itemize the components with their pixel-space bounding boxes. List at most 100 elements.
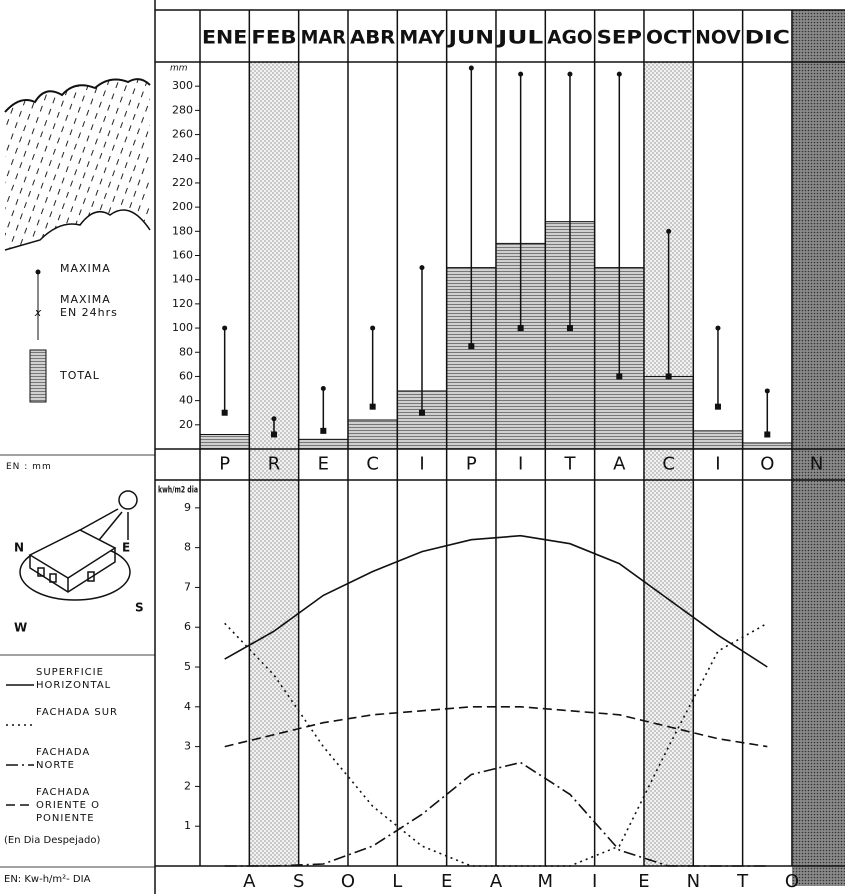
y-tick-label: 8 bbox=[184, 541, 191, 554]
month-label: SEP bbox=[597, 27, 642, 49]
max24-marker bbox=[764, 431, 771, 438]
y-tick-label: 2 bbox=[184, 779, 191, 792]
band-letter: E bbox=[318, 454, 329, 475]
max-dot bbox=[764, 388, 770, 394]
unit-label: EN: Kw-h/m²- DIA bbox=[4, 874, 91, 885]
band-letter: A bbox=[490, 871, 503, 892]
orientation-icon bbox=[19, 490, 138, 601]
max-dot bbox=[419, 265, 425, 271]
band-letter: I bbox=[518, 454, 523, 475]
band-letter: N bbox=[687, 871, 700, 892]
y-tick-label: 220 bbox=[172, 176, 193, 189]
max24-marker bbox=[517, 325, 524, 332]
max24-marker bbox=[221, 409, 228, 416]
band-letter: E bbox=[441, 871, 452, 892]
max-dot bbox=[616, 71, 622, 77]
y-tick-label: 6 bbox=[184, 620, 191, 633]
y-tick-label: 120 bbox=[172, 297, 193, 310]
band-letter: I bbox=[419, 454, 424, 475]
month-label: MAR bbox=[301, 27, 347, 49]
month-label: ABR bbox=[350, 27, 396, 49]
max-dot bbox=[518, 71, 524, 77]
y-axis-label: mm bbox=[170, 64, 188, 74]
compass-label: W bbox=[14, 621, 27, 635]
y-tick-label: 240 bbox=[172, 152, 193, 165]
y-tick-label: 9 bbox=[184, 501, 191, 514]
shaded-column bbox=[249, 62, 299, 866]
band-letter: T bbox=[736, 871, 749, 892]
y-tick-label: 160 bbox=[172, 249, 193, 262]
legend-label: MAXIMA bbox=[60, 262, 111, 275]
band-letter: E bbox=[638, 871, 649, 892]
y-tick-label: 4 bbox=[184, 700, 191, 713]
band-letter: P bbox=[219, 454, 230, 475]
series-line bbox=[224, 706, 768, 748]
y-tick-label: 80 bbox=[179, 345, 193, 358]
svg-text:x: x bbox=[34, 306, 42, 319]
y-tick-label: 7 bbox=[184, 580, 191, 593]
rain-illustration bbox=[4, 78, 151, 251]
y-tick-label: 140 bbox=[172, 273, 193, 286]
compass-label: S bbox=[135, 601, 144, 615]
month-label: DIC bbox=[745, 27, 790, 49]
max24-marker bbox=[566, 325, 573, 332]
month-label: OCT bbox=[646, 27, 691, 49]
band-letter: C bbox=[662, 454, 675, 475]
compass-label: N bbox=[14, 541, 24, 555]
band-letter: I bbox=[715, 454, 720, 475]
y-tick-label: 260 bbox=[172, 128, 193, 141]
y-tick-label: 20 bbox=[179, 418, 193, 431]
max24-marker bbox=[320, 427, 327, 434]
month-label: JUL bbox=[495, 27, 543, 49]
legend-label: SUPERFICIE HORIZONTAL bbox=[36, 667, 112, 691]
bar bbox=[347, 419, 398, 450]
y-tick-label: 100 bbox=[172, 321, 193, 334]
month-label: FEB bbox=[251, 27, 296, 49]
max24-marker bbox=[418, 409, 425, 416]
legend-label: FACHADA ORIENTE O PONIENTE bbox=[36, 787, 101, 824]
max24-marker bbox=[665, 373, 672, 380]
month-label: JUN bbox=[446, 27, 494, 49]
month-label: NOV bbox=[695, 27, 741, 49]
band-letter: O bbox=[341, 871, 355, 892]
y-tick-label: 180 bbox=[172, 224, 193, 237]
shaded-column bbox=[643, 62, 694, 866]
band-letter: A bbox=[613, 454, 626, 475]
max24-marker bbox=[714, 403, 721, 410]
max-dot bbox=[715, 325, 721, 331]
max-dot bbox=[468, 65, 474, 71]
legend-label: FACHADA SUR bbox=[36, 707, 119, 718]
band-letter: O bbox=[785, 871, 799, 892]
bar bbox=[692, 430, 744, 450]
max24-marker bbox=[616, 373, 623, 380]
compass-label: E bbox=[122, 541, 130, 555]
max-dot bbox=[222, 325, 228, 331]
bar bbox=[199, 433, 250, 450]
legend-label: TOTAL bbox=[60, 369, 100, 382]
month-label: ENE bbox=[202, 27, 247, 49]
y-tick-label: 5 bbox=[184, 660, 191, 673]
y-tick-label: 3 bbox=[184, 740, 191, 753]
band-letter: M bbox=[538, 871, 554, 892]
unit-label: EN : mm bbox=[6, 462, 52, 472]
y-tick-label: 60 bbox=[179, 369, 193, 382]
max-dot bbox=[271, 416, 277, 422]
y-tick-label: 280 bbox=[172, 103, 193, 116]
y-axis-label: kwh/m2 dia bbox=[158, 486, 198, 496]
bar bbox=[742, 442, 793, 450]
shaded-column bbox=[791, 10, 845, 886]
max-dot bbox=[320, 386, 326, 392]
band-letter: P bbox=[466, 454, 477, 475]
max24-marker bbox=[270, 431, 277, 438]
band-letter: S bbox=[293, 871, 304, 892]
month-label: AGO bbox=[547, 27, 592, 49]
max-dot bbox=[666, 228, 672, 234]
max24-marker bbox=[369, 403, 376, 410]
band-letter: L bbox=[392, 871, 402, 892]
y-tick-label: 40 bbox=[179, 394, 193, 407]
legend-symbols: x bbox=[0, 269, 155, 868]
y-tick-label: 300 bbox=[172, 79, 193, 92]
y-tick-label: 1 bbox=[184, 819, 191, 832]
